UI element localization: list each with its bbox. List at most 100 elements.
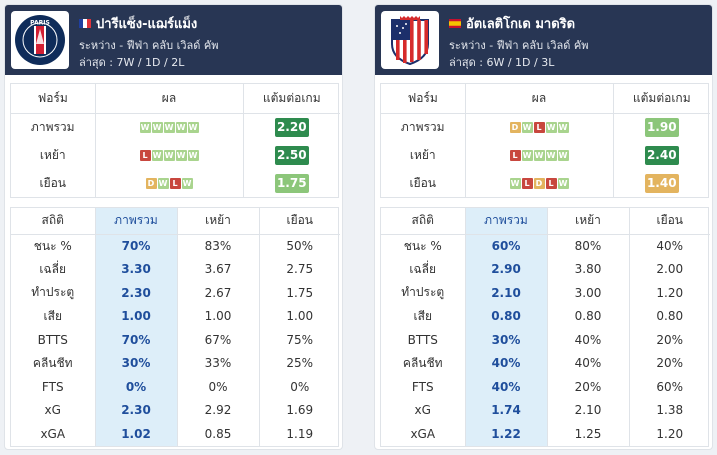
stat-overall: 30% — [465, 328, 548, 352]
result-chip[interactable]: W — [545, 150, 557, 161]
stats-header-row: สถิติ ภาพรวม เหย้า เยือน — [381, 208, 710, 235]
stats-row: xGA 1.22 1.25 1.20 — [381, 422, 710, 446]
stat-overall: 1.00 — [95, 304, 178, 328]
stat-away: 0.80 — [656, 309, 684, 324]
competition: ระหว่าง - ฟีฟ่า คลับ เวิลด์ คัพ — [79, 39, 219, 52]
stat-overall: 2.30 — [95, 398, 178, 422]
svg-text:PARIS: PARIS — [30, 20, 50, 27]
result-chip[interactable]: W — [163, 122, 175, 134]
stat-away: 1.20 — [656, 426, 684, 441]
result-chip[interactable]: L — [139, 150, 151, 161]
stat-label: ชนะ % — [11, 234, 96, 258]
team-name[interactable]: ปารีแซ็ง-แฌร์แม็ง — [79, 13, 197, 34]
away-col-header[interactable]: เยือน — [259, 208, 340, 235]
team-card-psg: PARIS ปารีแซ็ง-แฌร์แม็ง ระหว่าง - ฟีฟ่า … — [4, 4, 343, 450]
stat-away: 20% — [656, 356, 684, 371]
result-chip[interactable]: W — [509, 178, 521, 189]
result-col-header: ผล — [465, 84, 614, 114]
team-header: อัตเลติโกเด มาดริด ระหว่าง - ฟีฟ่า คลับ … — [375, 5, 712, 75]
stat-away: 2.75 — [286, 262, 314, 277]
form-body: ภาพรวม D W L W W 1.90 เหย้า L W W W W 2.40 เยือน W L D L W 1… — [381, 113, 710, 197]
stat-overall: 1.74 — [465, 398, 548, 422]
form-row-label: ภาพรวม — [11, 113, 96, 141]
stat-home: 20% — [547, 375, 630, 399]
result-chip[interactable]: L — [521, 178, 533, 189]
result-chip[interactable]: L — [169, 178, 181, 189]
result-chip[interactable]: W — [557, 122, 569, 134]
result-chip[interactable]: W — [521, 150, 533, 161]
result-chip[interactable]: L — [545, 178, 557, 189]
result-chip[interactable]: W — [181, 178, 193, 189]
stats-row: BTTS 70% 67% 75% — [11, 328, 340, 352]
stat-away: 20% — [656, 332, 684, 347]
team-logo[interactable]: PARIS — [11, 11, 69, 69]
form-row-label: เยือน — [381, 169, 466, 197]
result-chip[interactable]: W — [157, 178, 169, 189]
result-chip[interactable]: W — [545, 122, 557, 134]
result-chip[interactable]: W — [557, 150, 569, 161]
ppg-col-header: แต้มต่อเกม — [613, 84, 710, 114]
form-row: เยือน W L D L W 1.40 — [381, 169, 710, 197]
result-chip[interactable]: W — [175, 150, 187, 161]
home-col-header[interactable]: เหย้า — [547, 208, 630, 235]
stat-home: 3.00 — [547, 281, 630, 305]
stat-home: 0.80 — [547, 304, 630, 328]
result-chip[interactable]: W — [151, 150, 163, 161]
result-chip[interactable]: W — [187, 122, 199, 134]
psg-crest-icon: PARIS — [15, 15, 65, 65]
stat-col-header: สถิติ — [381, 208, 466, 235]
stat-overall: 0% — [95, 375, 178, 399]
ppg-badge: 1.75 — [274, 173, 309, 193]
stat-overall: 1.02 — [95, 422, 178, 446]
stats-body: ชนะ % 70% 83% 50% เฉลี่ย 3.30 3.67 2.75 ทำประตู 2… — [11, 234, 340, 446]
stat-home: 3.80 — [547, 257, 630, 281]
ppg-cell: 1.40 — [613, 169, 710, 197]
stats-row: ชนะ % 70% 83% 50% — [11, 234, 340, 258]
result-chip[interactable]: W — [533, 150, 545, 161]
stat-away: 75% — [286, 332, 314, 347]
stats-row: เฉลี่ย 3.30 3.67 2.75 — [11, 257, 340, 281]
recent-record: ล่าสุด : 6W / 1D / 3L — [449, 56, 555, 69]
result-chip[interactable]: L — [533, 122, 545, 134]
form-table: ฟอร์ม ผล แต้มต่อเกม ภาพรวม W W W W W 2.20 เหย้า… — [10, 83, 340, 198]
result-chip[interactable]: W — [139, 122, 151, 134]
form-col-header: ฟอร์ม — [381, 84, 466, 114]
stat-overall: 70% — [95, 328, 178, 352]
form-row-label: เยือน — [11, 169, 96, 197]
result-chip[interactable]: W — [557, 178, 569, 189]
stats-row: คลีนชีท 40% 40% 20% — [381, 351, 710, 375]
result-chip[interactable]: W — [151, 122, 163, 134]
result-chip[interactable]: W — [175, 122, 187, 134]
stat-label: xGA — [11, 422, 96, 446]
overall-col-header[interactable]: ภาพรวม — [95, 208, 178, 235]
result-chip[interactable]: W — [187, 150, 199, 161]
form-row: เยือน D W L W 1.75 — [11, 169, 340, 197]
stat-home: 1.25 — [547, 422, 630, 446]
result-chip[interactable]: W — [521, 122, 533, 134]
home-col-header[interactable]: เหย้า — [177, 208, 260, 235]
stat-overall: 3.30 — [95, 257, 178, 281]
team-name[interactable]: อัตเลติโกเด มาดริด — [449, 13, 575, 34]
stat-home: 80% — [547, 234, 630, 258]
stat-away: 0% — [290, 379, 310, 394]
result-col-header: ผล — [95, 84, 244, 114]
stats-row: คลีนชีท 30% 33% 25% — [11, 351, 340, 375]
stats-table: สถิติ ภาพรวม เหย้า เยือน ชนะ % 70% 83% 50% เ… — [10, 207, 340, 447]
stat-away: 1.69 — [286, 403, 314, 418]
result-chip[interactable]: D — [509, 122, 521, 134]
overall-col-header[interactable]: ภาพรวม — [465, 208, 548, 235]
result-chip[interactable]: D — [533, 178, 545, 189]
result-chip[interactable]: D — [145, 178, 157, 189]
stat-label: ทำประตู — [381, 281, 466, 305]
away-col-header[interactable]: เยือน — [629, 208, 710, 235]
stat-label: คลีนชีท — [381, 351, 466, 375]
result-chip[interactable]: W — [163, 150, 175, 161]
team-logo[interactable] — [381, 11, 439, 69]
atletico-crest-icon — [391, 16, 429, 66]
ppg-cell: 1.90 — [613, 113, 710, 141]
result-chip[interactable]: L — [509, 150, 521, 161]
form-row-label: ภาพรวม — [381, 113, 466, 141]
ppg-badge: 2.50 — [274, 145, 309, 165]
